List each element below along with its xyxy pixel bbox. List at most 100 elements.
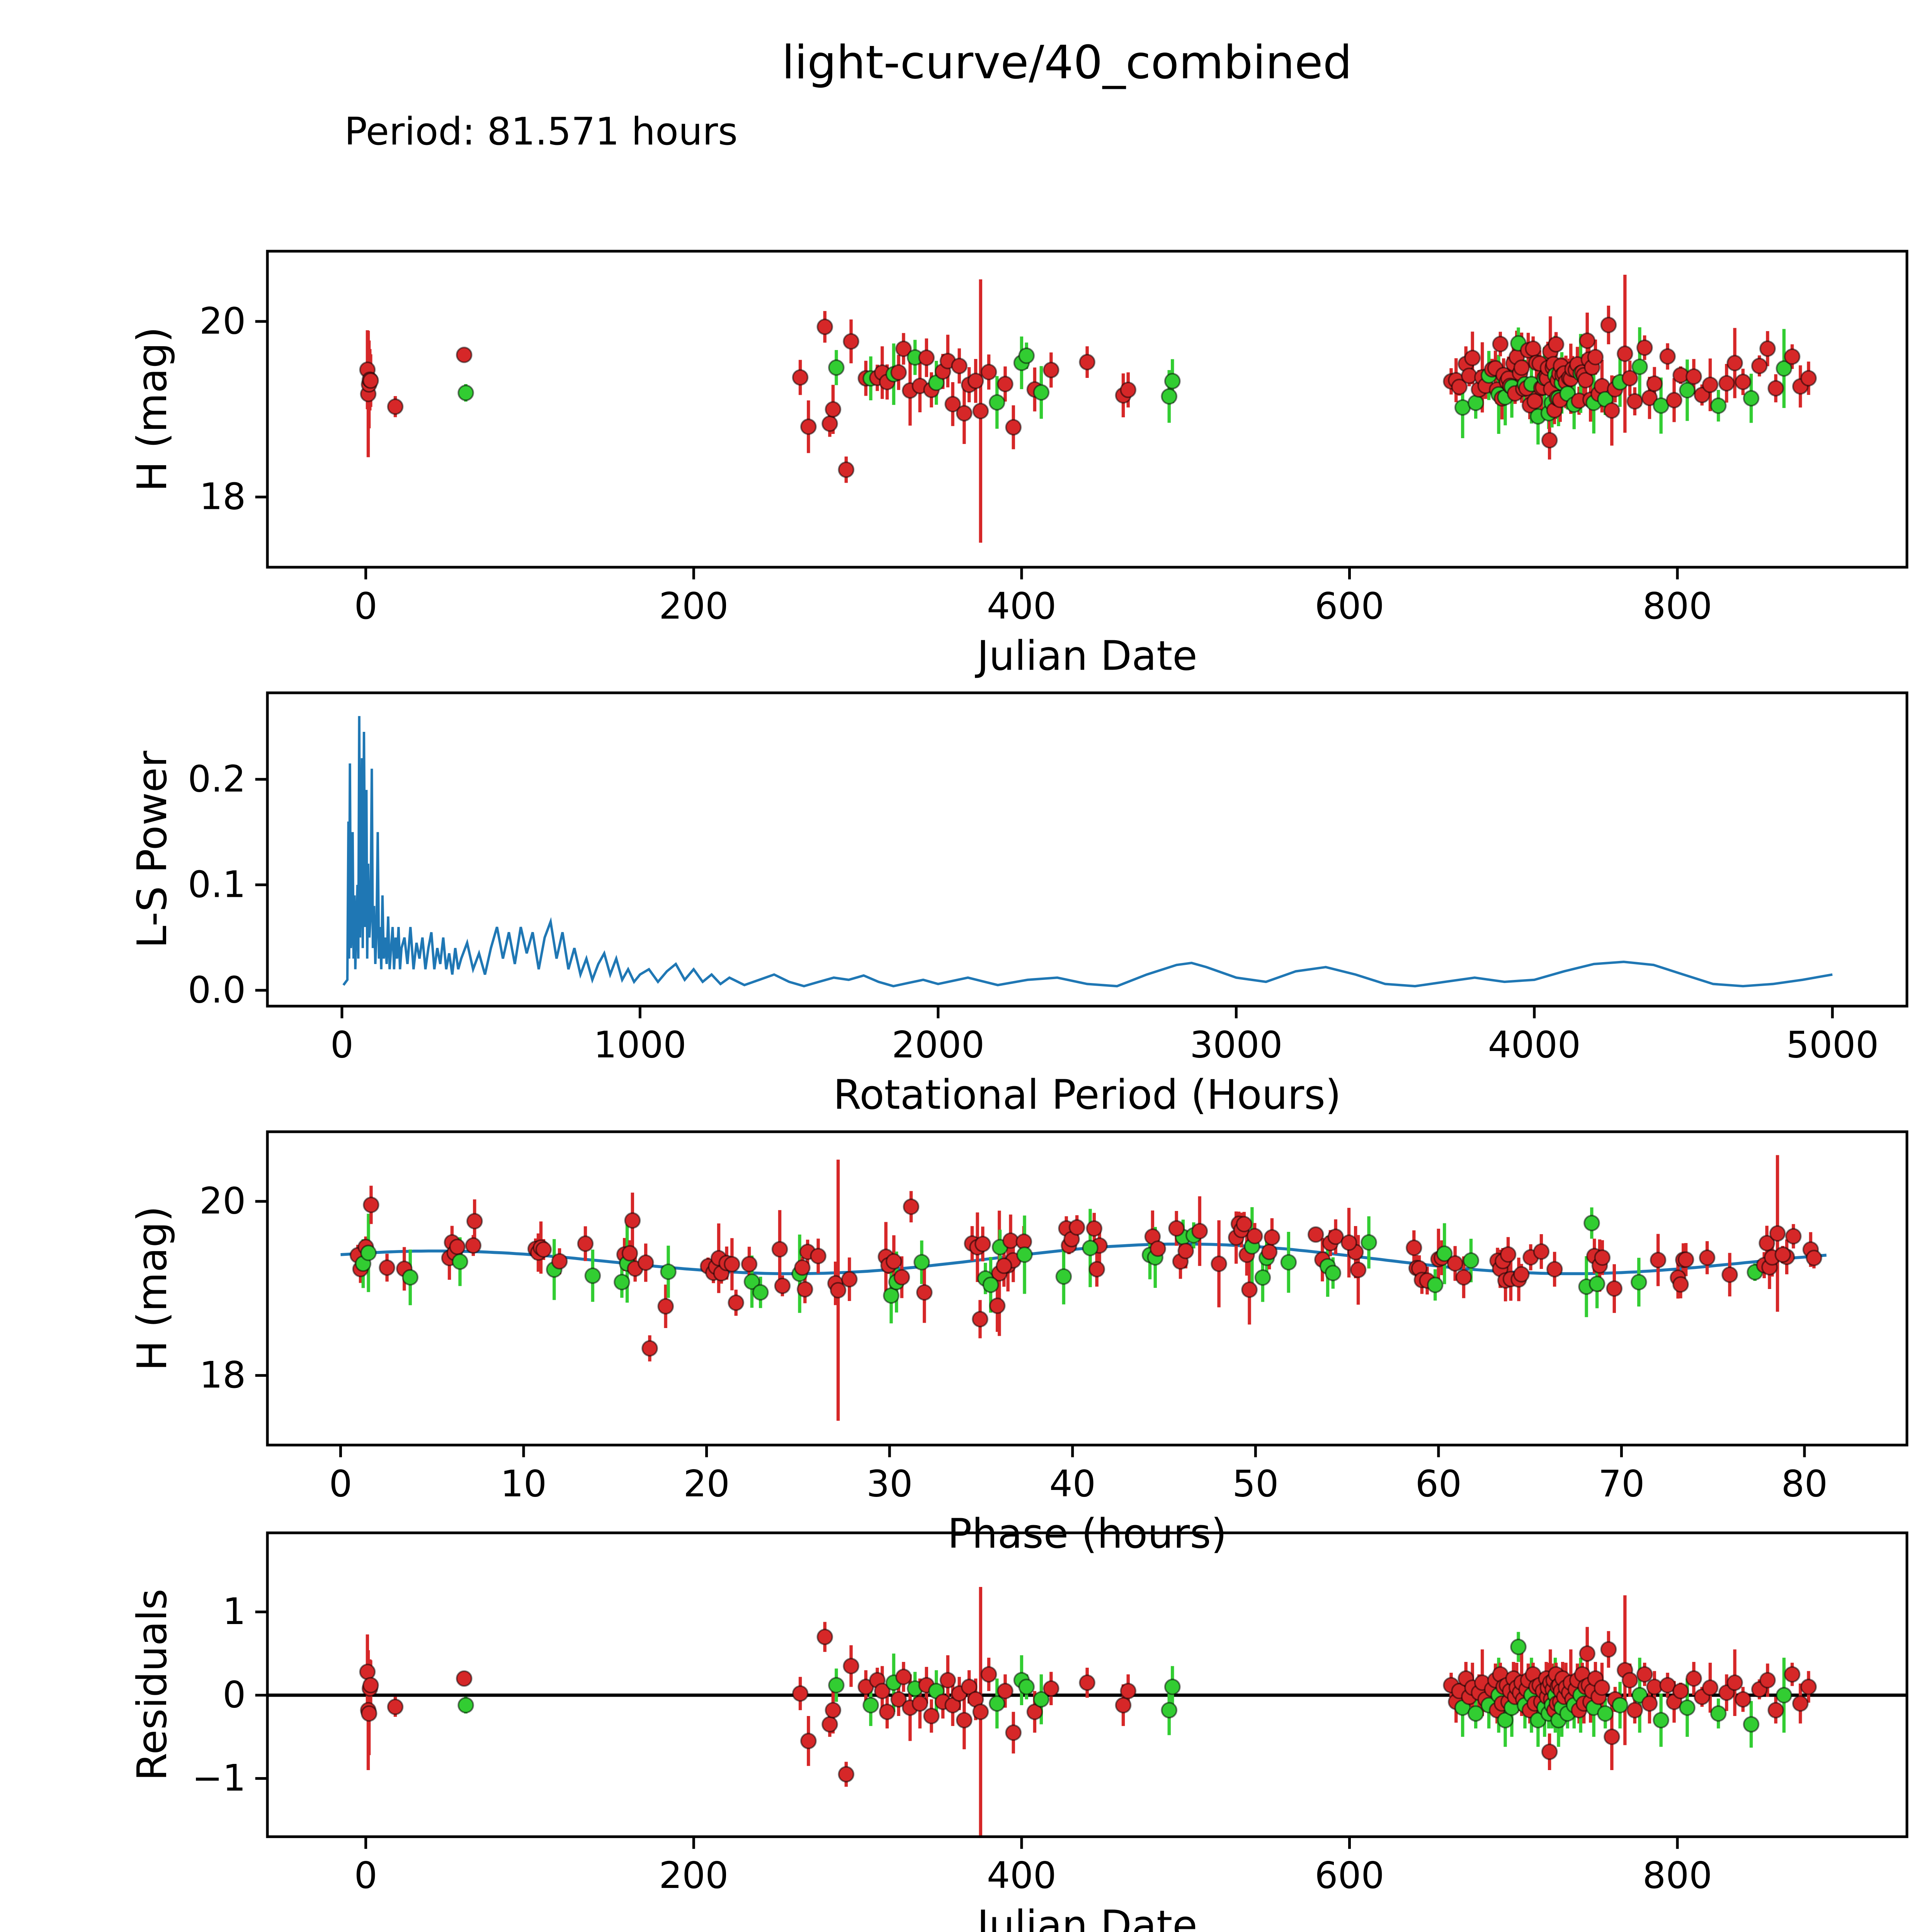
y-tick-label: −1 [192,1757,246,1799]
x-axis-label: Julian Date [975,1902,1197,1932]
data-point-red [1621,370,1638,386]
data-point-red [1604,1728,1620,1745]
data-point-red [1264,1229,1281,1246]
data-point-green [988,1695,1005,1712]
data-point-red [1751,357,1768,374]
data-point-green [828,359,845,376]
x-tick-label: 800 [1643,585,1712,628]
data-point-red [771,1241,788,1258]
data-point-red [1646,375,1663,392]
data-point-red [1492,336,1509,352]
data-point-green [457,384,474,401]
data-point-red [874,1683,891,1699]
axes-spines [266,1531,1908,1838]
panel-content [340,1155,1827,1421]
data-point-red [1120,381,1136,398]
axes-spines [266,691,1908,1008]
data-point-red [1211,1255,1227,1272]
data-point-red [1666,392,1682,408]
data-point-red [1767,380,1784,397]
data-point-red [1168,1220,1185,1237]
x-tick-label: 400 [987,585,1056,628]
data-point-red [1726,1674,1743,1691]
data-point-red [657,1298,674,1315]
data-point-red [995,1257,1012,1274]
data-point-red [1641,389,1658,406]
data-point-red [997,376,1014,393]
x-tick-label: 5000 [1786,1024,1879,1066]
data-point-red [810,1248,827,1264]
data-point-red [1636,1666,1653,1683]
data-point-green [1164,372,1181,389]
data-point-red [1641,1695,1658,1712]
y-tick-label: 0 [223,1674,246,1716]
data-point-red [1043,1680,1060,1697]
data-point-green [402,1269,419,1286]
data-point-red [1115,1697,1132,1714]
data-point-green [1743,390,1760,407]
data-point-red [362,1677,379,1694]
data-point-green [1467,395,1484,411]
data-point-red [359,1663,376,1680]
data-point-red [637,1254,654,1271]
data-point-red [1659,348,1676,365]
y-tick-label: 0.2 [188,758,246,800]
data-point-red [1721,1266,1738,1283]
data-point-red [944,396,961,413]
y-axis-label: H (mag) [129,327,176,492]
data-point-red [362,372,379,389]
x-tick-label: 200 [659,1854,728,1897]
data-point-green [1033,1691,1050,1708]
data-point-red [741,1256,758,1272]
x-tick-label: 3000 [1190,1024,1282,1066]
data-point-red [1541,1743,1558,1760]
data-point-red [816,318,833,335]
data-point-red [1626,393,1643,410]
data-point-red [1079,354,1095,371]
x-tick-label: 600 [1315,585,1384,628]
data-point-green [1325,1265,1342,1281]
data-point-red [1043,362,1060,378]
data-point-red [800,1733,817,1749]
panel-lightcurve-jd: 0 200 400 600 800 18 20 Julian Date H (mag) [129,250,1908,680]
data-point-red [466,1213,483,1230]
x-axis-label: Julian Date [975,633,1197,680]
data-point-green [988,394,1005,411]
data-point-red [1600,1641,1617,1658]
y-tick-label: 20 [199,1180,246,1223]
x-tick-label: 40 [1049,1463,1096,1505]
data-point-red [456,347,473,363]
data-point-red [890,364,907,381]
data-point-green [1164,1679,1181,1695]
data-point-red [621,1245,638,1262]
y-axis-label: L-S Power [129,750,176,948]
data-point-green [1776,360,1793,377]
data-point-red [975,1236,991,1252]
data-point-red [641,1340,658,1357]
data-point-red [465,1237,482,1254]
data-point-green [1776,1687,1793,1704]
data-point-red [1726,355,1743,371]
data-point-red [1533,1243,1550,1260]
data-point-red [1541,432,1558,449]
data-point-green [1679,382,1696,399]
data-point-green [1710,1705,1727,1722]
data-point-red [1120,1683,1136,1699]
x-axis-label: Rotational Period (Hours) [833,1071,1341,1119]
data-point-green [1463,1252,1480,1269]
data-point-red [956,1712,973,1729]
data-point-green [913,1254,930,1270]
panel-periodogram: 0 1000 2000 3000 4000 5000 0.0 0.1 0.2 Rotational… [129,691,1908,1119]
y-tick-label: 20 [199,300,246,342]
x-tick-label: 1000 [594,1024,686,1066]
y-axis-label: Residuals [129,1588,176,1781]
data-point-red [1546,1261,1563,1278]
data-point-red [1307,1226,1324,1243]
data-point-red [363,1196,379,1213]
data-point-red [1526,393,1543,410]
data-point-red [774,1277,791,1294]
